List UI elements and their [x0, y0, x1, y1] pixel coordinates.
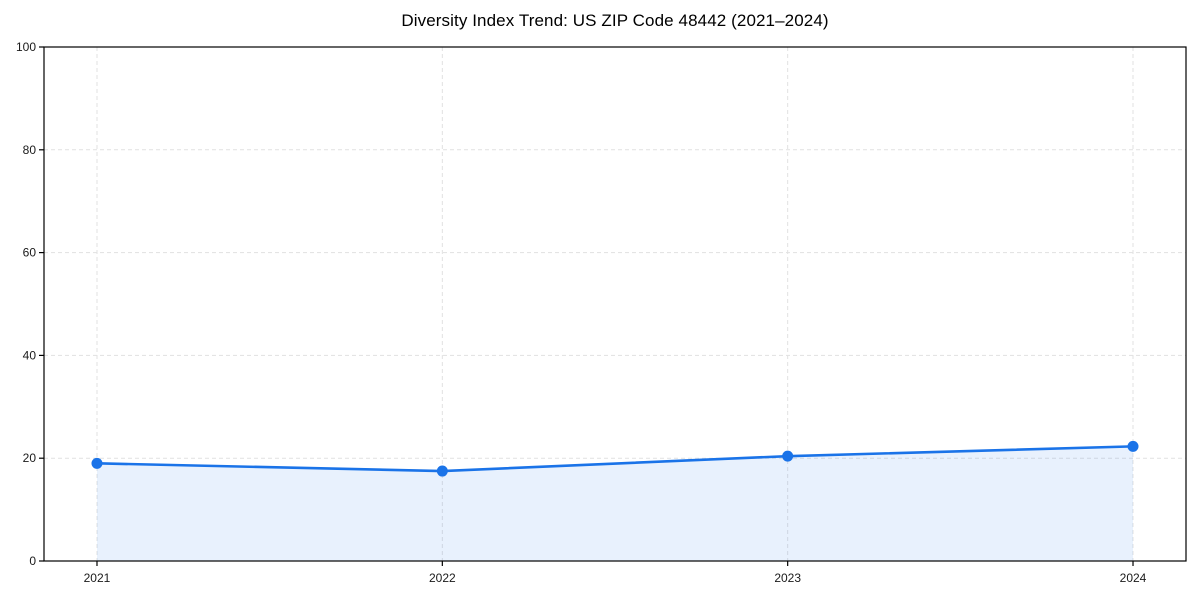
- x-axis-tick-label: 2022: [429, 571, 456, 585]
- chart-title: Diversity Index Trend: US ZIP Code 48442…: [401, 11, 829, 30]
- plot-border: [43, 46, 1187, 562]
- data-point-marker: [1127, 440, 1139, 452]
- y-axis-tick-label: 20: [23, 451, 37, 465]
- data-point-marker: [436, 465, 448, 477]
- y-axis-tick-label: 100: [16, 40, 36, 54]
- y-axis-tick-label: 0: [29, 554, 36, 568]
- data-point-marker: [91, 457, 103, 469]
- x-axis-tick-label: 2021: [84, 571, 111, 585]
- y-axis-tick-label: 60: [23, 246, 37, 260]
- y-axis-tick-label: 80: [23, 143, 37, 157]
- x-axis-tick-label: 2024: [1120, 571, 1147, 585]
- trend-line: [95, 445, 1135, 473]
- area-fill: [96, 446, 1134, 561]
- data-point-marker: [782, 450, 794, 462]
- y-axis-tick-label: 40: [23, 348, 37, 362]
- x-axis-tick-label: 2023: [774, 571, 801, 585]
